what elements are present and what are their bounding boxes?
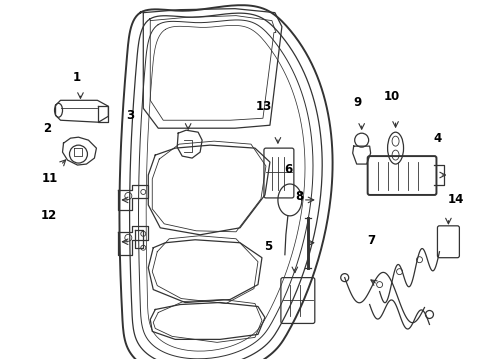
Text: 7: 7 (367, 234, 375, 247)
Text: 10: 10 (384, 90, 400, 103)
Text: 8: 8 (295, 190, 304, 203)
Text: 9: 9 (353, 96, 362, 109)
Text: 5: 5 (264, 240, 272, 253)
Text: 4: 4 (434, 132, 442, 145)
Text: 1: 1 (73, 71, 80, 84)
Text: 14: 14 (448, 193, 464, 206)
Text: 13: 13 (255, 100, 271, 113)
Text: 6: 6 (284, 163, 292, 176)
Text: 2: 2 (43, 122, 51, 135)
Text: 3: 3 (126, 109, 134, 122)
Text: 12: 12 (41, 210, 57, 222)
Text: 11: 11 (42, 172, 58, 185)
